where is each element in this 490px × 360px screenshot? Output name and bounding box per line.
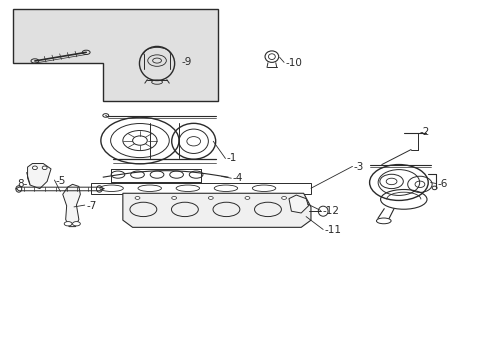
Text: -2: -2 (420, 127, 430, 136)
Polygon shape (63, 184, 80, 226)
Text: -3: -3 (353, 162, 364, 172)
Text: -10: -10 (285, 58, 302, 68)
Bar (91, 183, 311, 194)
Text: -7: -7 (86, 201, 97, 211)
Text: -5: -5 (55, 176, 66, 186)
Ellipse shape (42, 166, 47, 170)
Ellipse shape (172, 197, 176, 199)
Ellipse shape (135, 197, 140, 199)
Polygon shape (13, 9, 218, 101)
Polygon shape (27, 163, 51, 189)
Ellipse shape (32, 166, 37, 170)
Text: -4: -4 (232, 173, 243, 183)
Ellipse shape (64, 222, 72, 226)
Ellipse shape (73, 222, 80, 226)
Ellipse shape (245, 197, 250, 199)
Text: -6: -6 (438, 179, 448, 189)
Text: -1: -1 (226, 153, 237, 163)
Text: -11: -11 (324, 225, 341, 235)
Text: 8-: 8- (18, 179, 28, 189)
Polygon shape (123, 193, 311, 227)
Polygon shape (289, 195, 309, 213)
Text: -9: -9 (181, 57, 192, 67)
Ellipse shape (208, 197, 213, 199)
Text: -12: -12 (322, 206, 339, 216)
Ellipse shape (432, 186, 437, 190)
Ellipse shape (282, 197, 287, 199)
